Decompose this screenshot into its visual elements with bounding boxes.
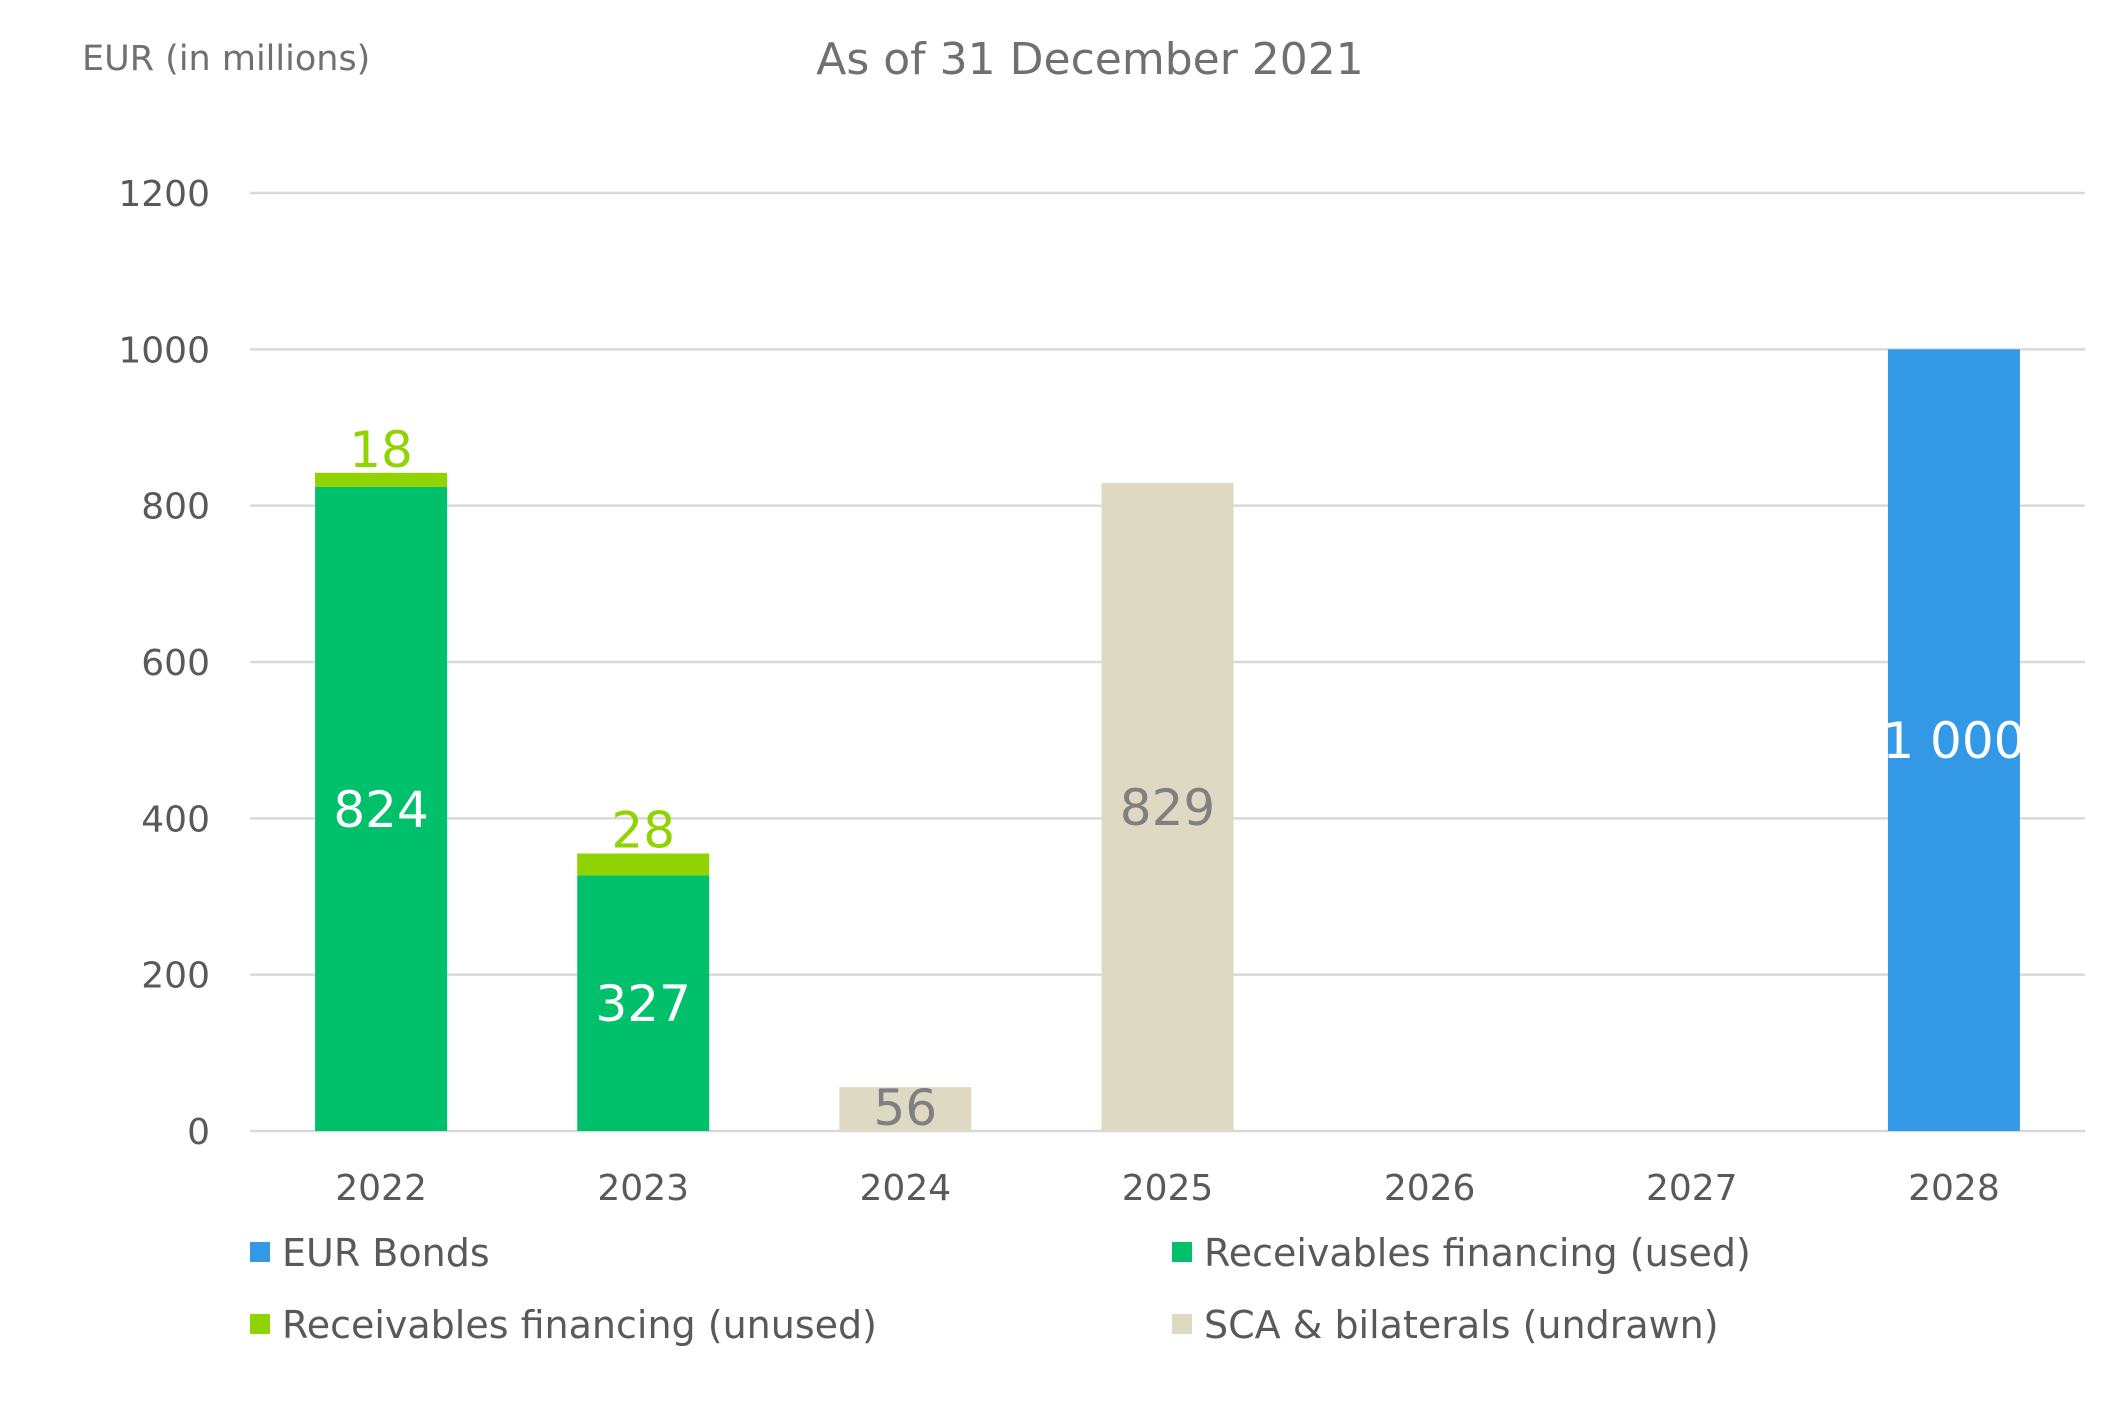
chart-title: As of 31 December 2021	[816, 34, 1364, 85]
legend-swatch	[1172, 1314, 1192, 1334]
x-tick-label: 2022	[335, 1168, 427, 1209]
x-tick-label: 2023	[597, 1168, 689, 1209]
data-label: 1 000	[1882, 712, 2025, 770]
bar-segment	[839, 1087, 972, 1131]
data-label: 56	[874, 1079, 938, 1137]
y-tick-label: 800	[141, 487, 210, 528]
x-tick-label: 2028	[1908, 1168, 2000, 1209]
legend-swatch	[250, 1314, 270, 1334]
bar-segment	[315, 486, 448, 1131]
legend-label: Receivables financing (unused)	[282, 1303, 877, 1347]
data-labels: 824 18 327 28 56 829 1 000	[333, 421, 2025, 1137]
data-label: 28	[611, 802, 675, 860]
bar-segment	[577, 875, 710, 1131]
legend-label: Receivables financing (used)	[1204, 1231, 1751, 1275]
y-tick-label: 0	[187, 1112, 210, 1153]
y-tick-labels: 0 200 400 600 800 1000 1200	[118, 174, 210, 1153]
y-tick-label: 1000	[118, 330, 210, 371]
legend-label: SCA & bilaterals (undrawn)	[1204, 1303, 1719, 1347]
x-tick-label: 2024	[860, 1168, 952, 1209]
y-axis-label: EUR (in millions)	[82, 39, 370, 79]
bars	[315, 349, 2020, 1132]
y-tick-label: 1200	[118, 174, 210, 215]
x-tick-label: 2026	[1384, 1168, 1476, 1209]
data-label: 18	[349, 421, 413, 479]
y-tick-label: 200	[141, 956, 210, 997]
bar-segment	[315, 472, 448, 487]
data-label: 829	[1120, 779, 1215, 837]
y-tick-label: 600	[141, 643, 210, 684]
x-tick-labels: 2022 2023 2024 2025 2026 2027 2028	[335, 1168, 1999, 1209]
bar-segment	[1887, 349, 2020, 1131]
bar-segment	[577, 853, 710, 876]
x-tick-label: 2027	[1646, 1168, 1738, 1209]
y-tick-label: 400	[141, 799, 210, 840]
legend-swatch	[250, 1242, 270, 1262]
legend-label: EUR Bonds	[282, 1231, 490, 1275]
bar-segment	[1101, 482, 1234, 1132]
x-tick-label: 2025	[1122, 1168, 1214, 1209]
data-label: 824	[333, 781, 428, 839]
data-label: 327	[595, 975, 690, 1033]
legend: EUR Bonds Receivables financing (used) Rec…	[250, 1231, 1751, 1347]
legend-swatch	[1172, 1242, 1192, 1262]
